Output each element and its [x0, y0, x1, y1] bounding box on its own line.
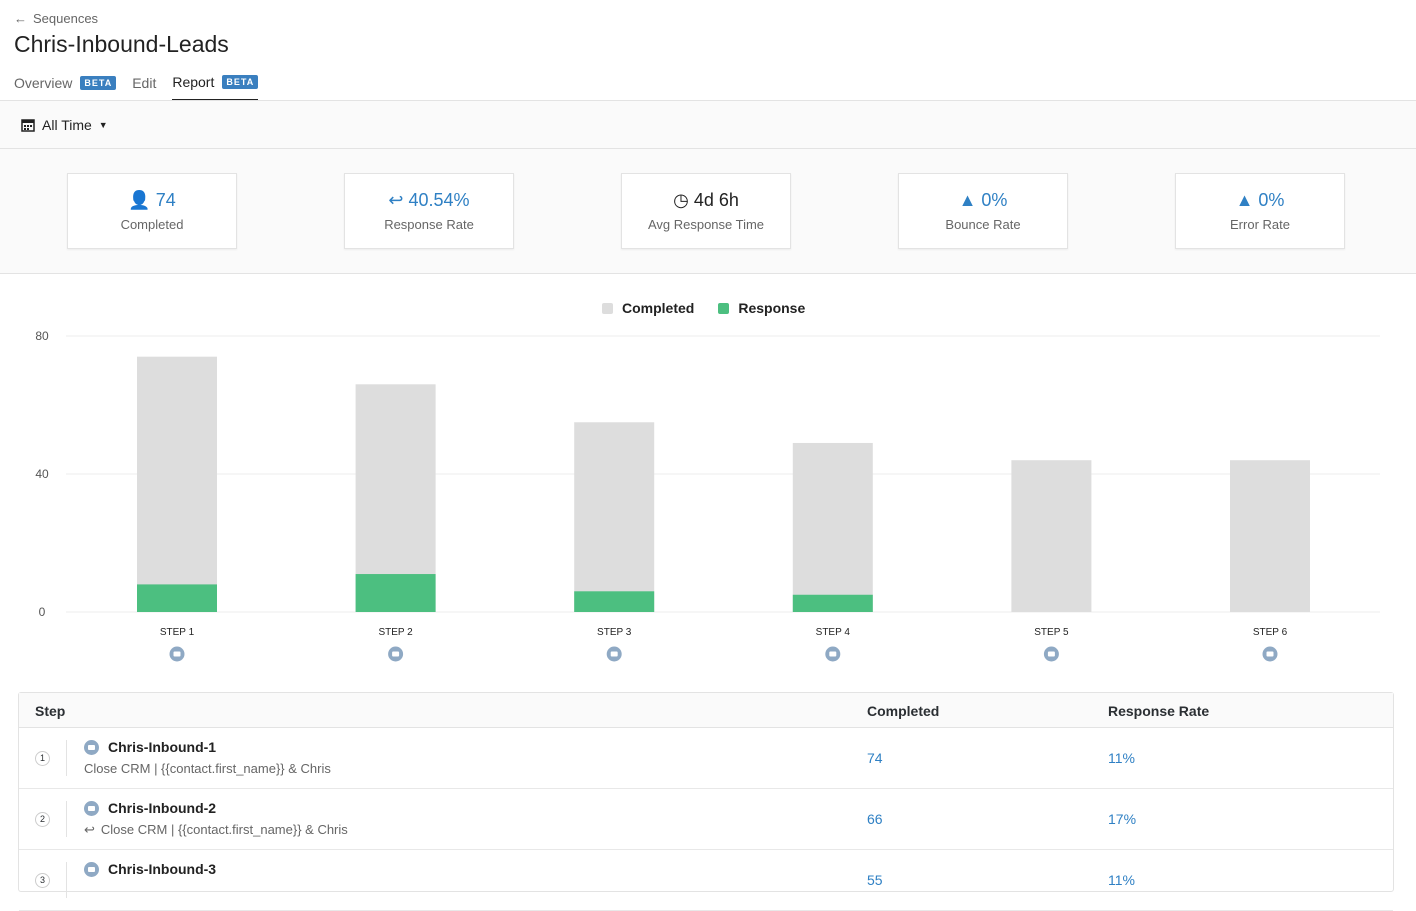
email-icon-envelope [610, 651, 618, 657]
table-header: Step Completed Response Rate [19, 693, 1393, 728]
page-title: Chris-Inbound-Leads [14, 31, 229, 57]
y-tick-label: 0 [39, 605, 46, 619]
stat-bounce-rate: ▲ 0% Bounce Rate [898, 173, 1068, 249]
step-number: 2 [35, 812, 50, 827]
reply-icon: ↩ [388, 190, 404, 210]
bar-response [137, 584, 217, 612]
completed-value[interactable]: 55 [867, 872, 883, 888]
user-icon: 👤 [128, 190, 151, 210]
step-name: Chris-Inbound-2 [84, 800, 216, 816]
stat-avg-response-time: ◷ 4d 6h Avg Response Time [621, 173, 791, 249]
step-name: Chris-Inbound-1 [84, 739, 216, 755]
response-rate-value[interactable]: 11% [1108, 872, 1135, 888]
x-tick-label: STEP 6 [1253, 627, 1288, 638]
warning-icon: ▲ [958, 190, 977, 210]
step-subject: Close CRM | {{contact.first_name}} & Chr… [84, 761, 331, 776]
email-icon-envelope [1266, 651, 1274, 657]
bar-response [792, 594, 873, 612]
back-to-sequences-link[interactable]: ← Sequences [14, 11, 99, 26]
warning-icon: ▲ [1235, 190, 1254, 210]
stat-completed: 👤 74 Completed [67, 173, 237, 249]
email-icon-envelope [392, 651, 400, 657]
tab-overview[interactable]: Overview BETA [14, 72, 117, 101]
email-icon [84, 800, 99, 816]
bar-response [355, 574, 436, 612]
caret-down-icon: ▼ [98, 119, 108, 130]
y-tick-label: 80 [35, 329, 49, 343]
stat-response-rate: ↩ 40.54% Response Rate [344, 173, 514, 249]
divider [66, 801, 67, 837]
step-number: 1 [35, 751, 50, 766]
bar-completed [1011, 460, 1092, 612]
tabs: Overview BETA Edit Report BETA [14, 72, 259, 101]
bar-response [574, 591, 655, 612]
email-icon-envelope [829, 651, 837, 657]
beta-badge: BETA [222, 74, 259, 89]
completed-value[interactable]: 74 [867, 750, 883, 766]
email-icon [84, 739, 99, 755]
bar-completed [792, 442, 873, 612]
tab-report[interactable]: Report BETA [172, 72, 259, 101]
tab-edit[interactable]: Edit [132, 74, 157, 91]
x-tick-label: STEP 2 [378, 627, 413, 638]
clock-icon: ◷ [673, 190, 689, 210]
email-icon-envelope [173, 651, 181, 657]
legend-completed[interactable]: Completed [602, 300, 694, 316]
step-subject: ↩ Close CRM | {{contact.first_name}} & Ch… [84, 822, 348, 837]
date-filter-dropdown[interactable]: All Time ▼ [21, 117, 108, 133]
step-chart: 0 40 80 STEP 1 STEP 2 STEP 3 STEP 4 STEP 5 STEP … [35, 329, 1380, 662]
response-rate-value[interactable]: 11% [1108, 750, 1135, 766]
response-rate-value[interactable]: 17% [1108, 811, 1137, 827]
legend-response[interactable]: Response [718, 300, 805, 316]
x-tick-label: STEP 3 [597, 627, 632, 638]
bar-completed [1230, 460, 1310, 612]
stats-panel: 👤 74 Completed ↩ 40.54% Response Rate ◷ 4d… [0, 149, 1416, 274]
bar-completed [355, 384, 436, 612]
reply-icon: ↩ [84, 822, 95, 837]
divider [66, 862, 67, 898]
calendar-icon [21, 118, 35, 132]
table-row[interactable]: 2 Chris-Inbound-2 ↩ Close CRM | {{contact… [19, 789, 1393, 850]
bar-completed [574, 422, 655, 612]
beta-badge: BETA [80, 75, 117, 90]
step-name: Chris-Inbound-3 [84, 861, 216, 877]
x-tick-label: STEP 4 [816, 627, 851, 638]
email-icon-envelope [1047, 651, 1055, 657]
x-tick-label: STEP 5 [1034, 627, 1069, 638]
toolbar: All Time ▼ [0, 100, 1416, 149]
stat-error-rate: ▲ 0% Error Rate [1175, 173, 1345, 249]
chart-legend: Completed Response [602, 300, 805, 316]
bar-completed [137, 356, 217, 612]
table-row[interactable]: 1 Chris-Inbound-1 Close CRM | {{contact.… [19, 728, 1393, 789]
email-icon [84, 861, 99, 877]
steps-table: Step Completed Response Rate 1 Chris-Inb… [18, 692, 1394, 911]
x-tick-label: STEP 1 [160, 627, 195, 638]
arrow-left-icon: ← [14, 11, 27, 26]
y-tick-label: 40 [35, 467, 49, 481]
completed-value[interactable]: 66 [867, 811, 883, 827]
divider [66, 740, 67, 776]
